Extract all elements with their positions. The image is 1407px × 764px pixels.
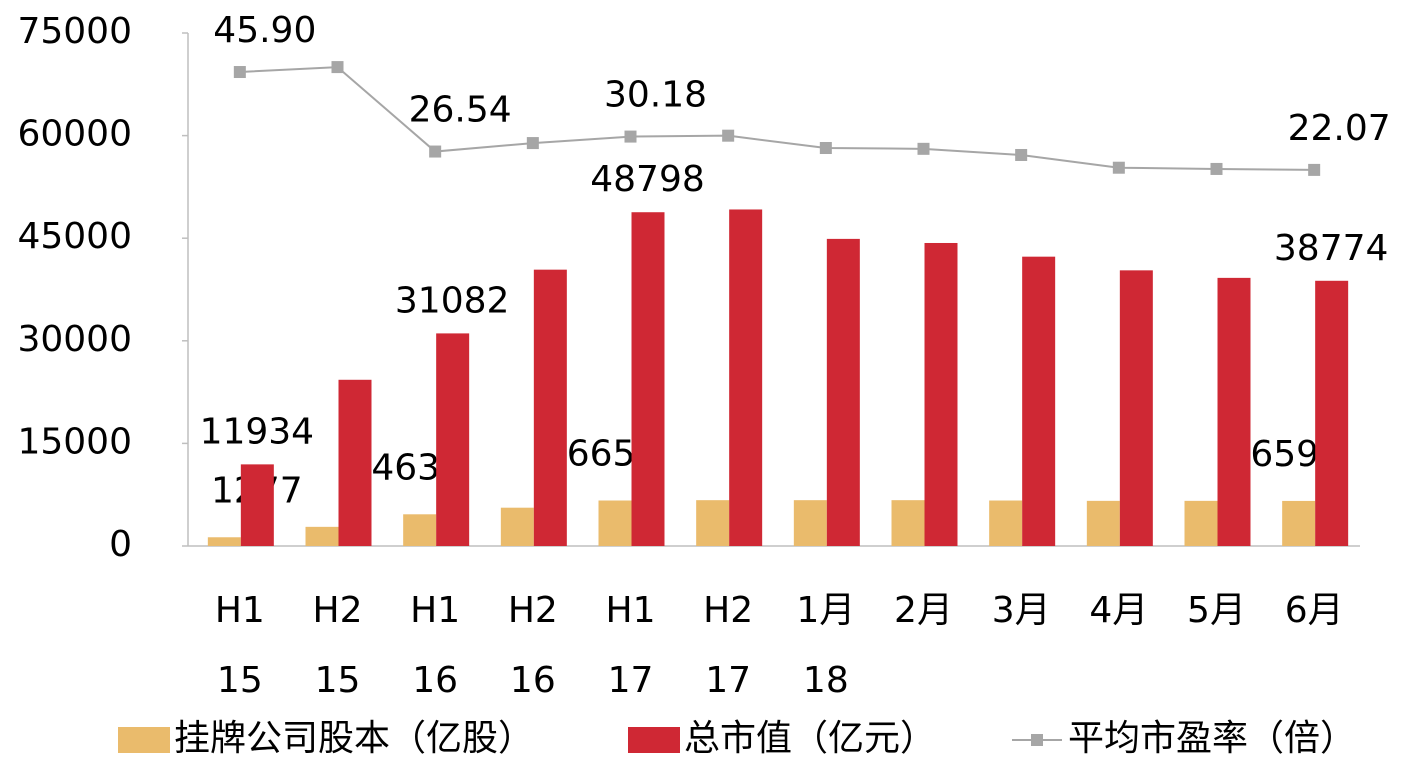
bar xyxy=(403,514,437,546)
bar xyxy=(729,209,763,547)
x-tick-label: 18 xyxy=(803,660,849,701)
data-label: 48798 xyxy=(590,159,705,200)
data-label: 11934 xyxy=(200,411,315,452)
data-label: 38774 xyxy=(1274,228,1389,269)
x-tick-label: H1 xyxy=(410,590,460,631)
legend-label: 挂牌公司股本（亿股） xyxy=(174,718,534,759)
bar xyxy=(533,269,567,546)
bar xyxy=(436,333,470,546)
y-tick-label: 15000 xyxy=(17,421,132,462)
x-tick-label: H2 xyxy=(703,590,753,631)
legend-label: 平均市盈率（倍） xyxy=(1068,718,1356,759)
line-marker xyxy=(722,129,735,142)
bar xyxy=(500,507,534,546)
x-tick-label: 17 xyxy=(705,660,751,701)
x-tick-label: 1月 xyxy=(796,590,855,631)
y-tick-label: 60000 xyxy=(17,114,132,155)
bar xyxy=(598,500,632,546)
data-label: 22.07 xyxy=(1288,108,1391,149)
bar xyxy=(1217,277,1251,546)
x-tick-label: 16 xyxy=(412,660,458,701)
bar xyxy=(1086,500,1120,546)
legend-marker xyxy=(1031,734,1043,746)
data-label: 26.54 xyxy=(409,90,512,131)
bar xyxy=(338,379,372,546)
y-tick-label: 45000 xyxy=(17,216,132,257)
y-tick-label: 0 xyxy=(109,524,132,565)
x-tick-label: 15 xyxy=(217,660,263,701)
x-tick-label: H2 xyxy=(313,590,363,631)
bar xyxy=(891,500,925,546)
data-label: 30.18 xyxy=(604,75,707,116)
legend-label: 总市值（亿元） xyxy=(684,718,936,759)
data-label: 45.90 xyxy=(213,10,316,51)
bar xyxy=(1022,256,1056,546)
y-tick-label: 30000 xyxy=(17,319,132,360)
x-tick-label: H1 xyxy=(215,590,265,631)
x-tick-label: 3月 xyxy=(992,590,1051,631)
y-tick-label: 75000 xyxy=(17,11,132,52)
line-marker xyxy=(331,61,344,74)
line-marker xyxy=(624,130,637,143)
bar xyxy=(826,238,860,546)
legend-swatch xyxy=(628,727,680,753)
bar xyxy=(696,500,730,546)
bar xyxy=(1184,500,1218,546)
bar xyxy=(989,500,1023,546)
bar xyxy=(631,212,665,546)
legend-swatch xyxy=(118,727,170,753)
line-marker xyxy=(819,142,832,155)
bar xyxy=(240,464,274,546)
bar xyxy=(924,242,958,546)
bar xyxy=(207,537,241,546)
bar xyxy=(1282,500,1316,546)
line-marker xyxy=(1210,162,1223,175)
x-tick-label: 5月 xyxy=(1187,590,1246,631)
data-label: 31082 xyxy=(395,280,510,321)
line-marker xyxy=(526,137,539,150)
line-marker xyxy=(429,145,442,158)
line-marker xyxy=(233,66,246,79)
x-tick-label: H1 xyxy=(606,590,656,631)
x-tick-label: 6月 xyxy=(1285,590,1344,631)
bar xyxy=(1315,280,1349,546)
line-marker xyxy=(1015,148,1028,161)
line-marker xyxy=(917,142,930,155)
x-tick-label: H2 xyxy=(508,590,558,631)
line-marker xyxy=(1112,161,1125,174)
bar xyxy=(305,526,339,546)
x-tick-label: 16 xyxy=(510,660,556,701)
x-tick-label: 2月 xyxy=(894,590,953,631)
bar xyxy=(1119,270,1153,546)
x-tick-label: 17 xyxy=(608,660,654,701)
line xyxy=(239,66,1315,171)
x-tick-label: 4月 xyxy=(1089,590,1148,631)
bar xyxy=(793,500,827,546)
line-marker xyxy=(1308,163,1321,176)
x-tick-label: 15 xyxy=(315,660,361,701)
